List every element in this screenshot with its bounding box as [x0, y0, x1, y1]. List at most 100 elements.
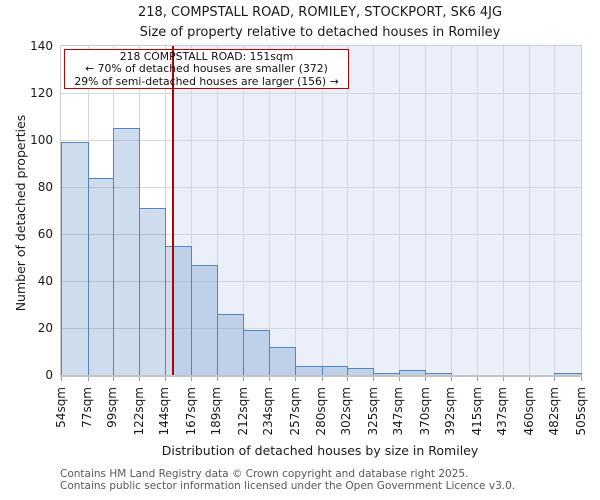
y-tick-label: 140	[30, 38, 53, 53]
histogram-bar	[191, 264, 218, 375]
v-gridline	[243, 46, 245, 375]
histogram-bar	[425, 372, 452, 375]
x-tick-label-text: 99sqm	[105, 387, 120, 428]
x-tick-mark	[581, 377, 582, 381]
y-tick-label: 100	[30, 132, 53, 147]
v-gridline	[425, 46, 427, 375]
x-tick-mark	[529, 377, 531, 381]
chart-title: 218, COMPSTALL ROAD, ROMILEY, STOCKPORT,…	[137, 5, 503, 20]
annotation-line-1: 218 COMPSTALL ROAD: 151sqm	[119, 50, 294, 63]
v-gridline	[450, 46, 452, 375]
x-tick-label-text: 302sqm	[339, 387, 354, 436]
x-tick-label-text: 280sqm	[314, 387, 329, 436]
y-tick-label: 20	[37, 320, 53, 335]
x-tick-label-text: 392sqm	[443, 387, 458, 436]
histogram-bar	[216, 313, 245, 375]
x-tick-mark	[164, 377, 166, 381]
y-tick-label: 40	[37, 273, 53, 288]
x-tick-mark	[191, 377, 193, 381]
annotation-text: 218 COMPSTALL ROAD: 151sqm ← 70% of deta…	[64, 49, 349, 91]
histogram-bar	[139, 208, 166, 375]
histogram-bar	[295, 365, 323, 375]
v-gridline	[321, 46, 323, 375]
v-gridline	[268, 46, 270, 375]
histogram-bar	[321, 365, 348, 375]
h-gridline	[61, 234, 581, 235]
x-tick-label-text: 415sqm	[469, 387, 484, 436]
v-gridline	[529, 46, 531, 375]
x-tick-mark	[346, 377, 348, 381]
annotation-box	[64, 49, 349, 89]
y-tick-label: 80	[37, 179, 53, 194]
v-gridline	[398, 46, 400, 375]
x-tick-label-text: 189sqm	[209, 387, 224, 436]
x-tick-label-text: 144sqm	[157, 387, 172, 436]
annotation-line-3: 29% of semi-detached houses are larger (…	[74, 74, 339, 88]
v-gridline	[373, 46, 375, 375]
v-gridline	[477, 46, 479, 375]
histogram-bar	[61, 142, 89, 375]
x-tick-label-text: 325sqm	[365, 387, 380, 436]
x-tick-label-text: 505sqm	[573, 387, 588, 436]
x-tick-mark	[477, 377, 479, 381]
x-tick-mark	[216, 377, 218, 381]
x-tick-label-text: 212sqm	[235, 387, 250, 436]
x-tick-mark	[373, 377, 375, 381]
histogram-bar	[164, 245, 193, 375]
x-tick-label-text: 460sqm	[521, 387, 536, 436]
y-tick-label: 120	[30, 85, 53, 100]
plot-area: 54sqm 77sqm 99sqm 122sqm 144sqm 167sqm 189sqm 2…	[30, 39, 587, 436]
v-gridline	[346, 46, 348, 375]
x-tick-mark	[398, 377, 400, 381]
histogram-bar	[243, 330, 270, 375]
x-tick-mark	[243, 377, 245, 381]
x-tick-mark	[61, 377, 62, 381]
x-tick-label-text: 234sqm	[261, 387, 276, 436]
x-tick-label-text: 482sqm	[546, 387, 561, 436]
histogram-bar	[373, 372, 400, 375]
y-tick-label: 60	[37, 226, 53, 241]
v-gridline	[295, 46, 297, 375]
x-tick-mark	[112, 377, 114, 381]
x-tick-label-text: 437sqm	[495, 387, 510, 436]
x-tick-label-text: 370sqm	[417, 387, 432, 436]
v-gridline	[502, 46, 504, 375]
h-gridline	[61, 187, 581, 188]
x-axis-title: Distribution of detached houses by size …	[161, 443, 479, 458]
above-size-shade	[172, 46, 581, 375]
x-tick-mark	[295, 377, 297, 381]
histogram-bar	[554, 372, 582, 375]
histogram-bar	[112, 128, 141, 375]
x-tick-label-text: 122sqm	[131, 387, 146, 436]
v-gridline	[554, 46, 556, 375]
x-tick-label-text: 167sqm	[183, 387, 198, 436]
v-gridline	[191, 46, 193, 375]
x-tick-mark	[450, 377, 452, 381]
plot-layers: 54sqm 77sqm 99sqm 122sqm 144sqm 167sqm 189sqm 2…	[30, 39, 587, 436]
x-tick-mark	[554, 377, 556, 381]
histogram-bar	[87, 177, 114, 375]
x-tick-mark	[502, 377, 504, 381]
chart-subtitle: Size of property relative to detached ho…	[139, 25, 501, 40]
x-tick-mark	[425, 377, 427, 381]
h-gridline	[61, 281, 581, 282]
x-tick-label-text: 347sqm	[391, 387, 406, 436]
y-tick-label: 0	[45, 367, 53, 382]
histogram-bar	[398, 370, 427, 375]
property-size-marker-line	[172, 46, 174, 375]
x-tick-label-text: 257sqm	[287, 387, 302, 436]
histogram-bar	[268, 346, 297, 375]
footer-line-2: Contains public sector information licen…	[60, 479, 516, 492]
x-tick-mark	[268, 377, 270, 381]
x-tick-mark	[321, 377, 323, 381]
footer-line-1: Contains HM Land Registry data © Crown c…	[60, 468, 469, 480]
x-tick-label-text: 77sqm	[80, 387, 95, 428]
histogram-bar	[346, 367, 375, 375]
h-gridline	[61, 140, 581, 141]
h-gridline	[61, 93, 581, 94]
annotation-line-2: ← 70% of detached houses are smaller (37…	[85, 62, 328, 76]
x-tick-label-text: 54sqm	[53, 387, 68, 428]
h-gridline	[61, 328, 581, 329]
x-tick-mark	[87, 377, 89, 381]
